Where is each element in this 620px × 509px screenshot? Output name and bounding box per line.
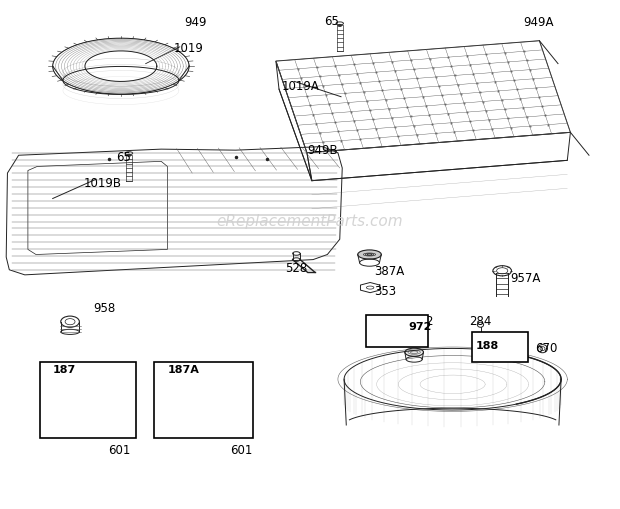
Ellipse shape [381, 322, 398, 330]
Text: 670: 670 [535, 342, 557, 355]
Ellipse shape [405, 348, 423, 356]
Text: 949B: 949B [307, 144, 338, 157]
Text: 601: 601 [231, 444, 253, 457]
Text: 284: 284 [469, 315, 491, 328]
Text: 958: 958 [93, 302, 115, 315]
Bar [154, 362, 253, 438]
Text: 528: 528 [285, 262, 308, 275]
Text: 187: 187 [53, 365, 76, 375]
Text: 972: 972 [408, 322, 432, 332]
Text: 949A: 949A [523, 16, 554, 30]
Text: 957: 957 [375, 333, 397, 347]
Ellipse shape [162, 425, 172, 433]
Text: 353: 353 [374, 285, 397, 298]
Text: 188: 188 [476, 341, 500, 351]
Bar [472, 332, 528, 362]
Text: 949: 949 [184, 16, 206, 29]
Ellipse shape [126, 154, 131, 157]
Text: 65: 65 [324, 15, 339, 28]
Bar [366, 315, 428, 347]
Text: 1019B: 1019B [83, 177, 122, 190]
Text: 601: 601 [108, 444, 130, 457]
Bar [40, 362, 136, 438]
Ellipse shape [337, 24, 342, 27]
Ellipse shape [104, 389, 116, 400]
Text: 387A: 387A [374, 265, 404, 278]
Text: 957A: 957A [511, 272, 541, 286]
Text: eReplacementParts.com: eReplacementParts.com [216, 214, 404, 229]
Text: 65: 65 [117, 151, 131, 164]
Ellipse shape [221, 389, 234, 400]
Text: 972: 972 [412, 315, 434, 328]
Text: 1019: 1019 [174, 42, 204, 55]
Text: 1019A: 1019A [281, 80, 320, 93]
Text: 187A: 187A [167, 365, 199, 375]
Ellipse shape [48, 425, 58, 433]
Ellipse shape [358, 250, 381, 259]
